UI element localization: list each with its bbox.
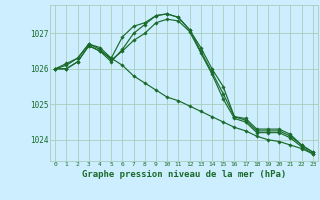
X-axis label: Graphe pression niveau de la mer (hPa): Graphe pression niveau de la mer (hPa) (82, 170, 286, 179)
